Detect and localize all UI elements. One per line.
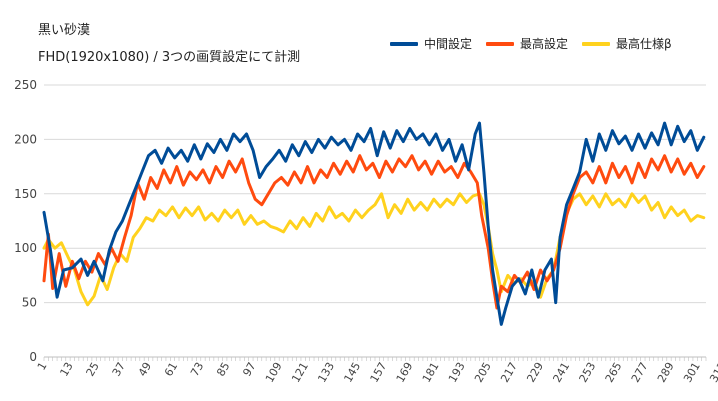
legend-item-medium: 中間設定 (390, 35, 472, 52)
y-tick-label-100: 100 (14, 241, 37, 255)
x-tick-label-157: 157 (368, 360, 390, 385)
legend-label-ultra-beta: 最高仕様β (616, 37, 672, 51)
series-line-0 (42, 121, 706, 326)
x-tick-label-145: 145 (341, 360, 363, 385)
x-tick-label-97: 97 (240, 360, 258, 379)
y-tick-label-150: 150 (14, 187, 37, 201)
x-tick-label-109: 109 (263, 360, 285, 385)
chart-subtitle: FHD(1920x1080) / 3つの画質設定にて計測 (38, 50, 301, 65)
series-line-2 (42, 192, 706, 307)
x-tick-label-85: 85 (214, 360, 232, 379)
x-tick-label-277: 277 (629, 360, 651, 385)
legend-swatch-highest (486, 41, 515, 46)
x-tick-label-169: 169 (394, 360, 416, 385)
chart-legend: 中間設定 最高設定 最高仕様β (390, 35, 672, 52)
x-tick-label-241: 241 (550, 360, 572, 385)
y-tick-label-200: 200 (14, 132, 37, 146)
x-tick-label-265: 265 (603, 360, 625, 385)
x-tick-label-205: 205 (472, 360, 494, 385)
legend-swatch-ultra-beta (582, 41, 611, 46)
legend-item-highest: 最高設定 (486, 35, 568, 52)
x-tick-label-61: 61 (162, 360, 180, 379)
x-tick-label-229: 229 (524, 360, 546, 385)
x-tick-label-37: 37 (110, 360, 128, 379)
x-tick-label-13: 13 (57, 360, 75, 379)
legend-item-ultra-beta: 最高仕様β (582, 35, 672, 52)
series-line-1 (42, 154, 706, 310)
x-tick-label-121: 121 (289, 360, 311, 385)
legend-label-highest: 最高設定 (520, 37, 569, 51)
legend-swatch-medium (390, 41, 418, 46)
y-tick-label-250: 250 (14, 78, 37, 92)
y-tick-label-0: 0 (29, 350, 37, 364)
x-tick-label-49: 49 (136, 360, 154, 379)
x-tick-label-193: 193 (446, 360, 468, 385)
x-tick-label-253: 253 (577, 360, 599, 385)
x-tick-label-25: 25 (84, 360, 102, 379)
chart-title: 黒い砂漠 (38, 23, 91, 38)
x-tick-label-217: 217 (498, 360, 520, 385)
x-tick-label-313: 313 (707, 360, 718, 385)
x-tick-label-133: 133 (315, 360, 337, 385)
x-tick-label-289: 289 (655, 360, 677, 385)
x-tick-label-301: 301 (681, 360, 703, 385)
y-tick-label-50: 50 (22, 296, 37, 310)
x-tick-label-181: 181 (420, 360, 442, 385)
x-tick-label-1: 1 (35, 360, 50, 373)
legend-label-medium: 中間設定 (424, 37, 473, 51)
x-tick-label-73: 73 (188, 360, 206, 379)
